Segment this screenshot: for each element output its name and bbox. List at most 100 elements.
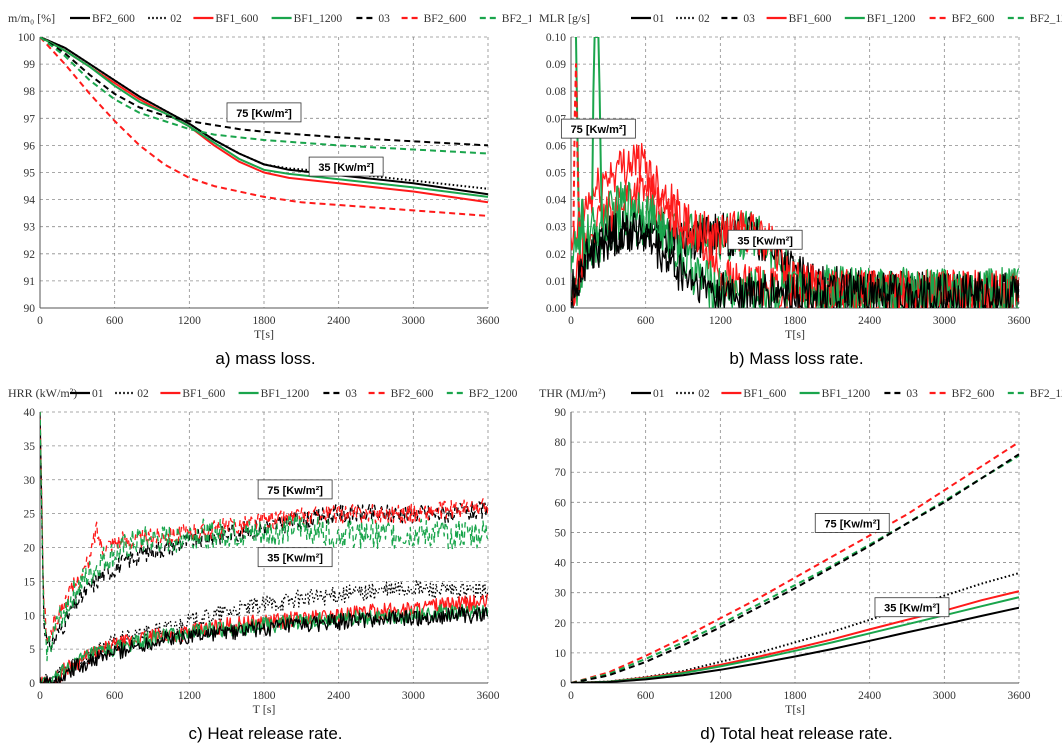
legend-label: BF2_1200 (1030, 13, 1062, 25)
annotation-label: 75 [Kw/m²] (236, 108, 292, 120)
y-tick-label: 0.10 (546, 32, 566, 44)
panel-mass-loss-rate: 0.00 0.01 0.02 0.03 0.04 0.05 0.06 0.07 0.08 0.09… (531, 0, 1062, 375)
y-tick-label: 98 (24, 86, 36, 98)
x-tick-label: 3000 (933, 315, 956, 327)
annotation-box (308, 156, 384, 177)
y-axis-label: m/m₀ [%] (8, 11, 55, 25)
y-tick-label: 20 (24, 543, 36, 555)
legend-label: 01 (653, 13, 665, 25)
x-axis-label: T[s] (785, 327, 805, 341)
x-tick-label: 600 (637, 315, 655, 327)
x-tick-label: 2400 (858, 690, 881, 702)
x-tick-label: 1200 (178, 315, 201, 327)
chart-mass-loss: 90 91 92 93 94 95 96 97 98 99 100 0 600 1200 1800 2400 3… (8, 11, 531, 341)
y-tick-label: 15 (24, 576, 36, 588)
x-tick-label: 600 (637, 690, 655, 702)
caption-heat-release-rate: c) Heat release rate. (188, 724, 343, 743)
annotation-label: 75 [Kw/m²] (267, 485, 323, 497)
series-line (40, 37, 488, 155)
series-line (40, 37, 488, 198)
y-tick-label: 97 (24, 113, 36, 125)
series-line (571, 454, 1019, 683)
x-axis-label: T[s] (785, 702, 805, 716)
y-tick-label: 0.09 (546, 59, 566, 71)
legend-label: 02 (698, 13, 710, 25)
x-tick-label: 1200 (709, 690, 732, 702)
legend: 01 02 BF1_600 BF1_1200 03 BF2_600 BF2_1200 (70, 388, 518, 400)
legend-label: 03 (906, 388, 918, 400)
x-tick-label: 1800 (784, 315, 807, 327)
caption-total-heat-release: d) Total heat release rate. (700, 724, 893, 743)
panel-mass-loss: 90 91 92 93 94 95 96 97 98 99 100 0 600 1200 1800 2400 3… (0, 0, 531, 375)
legend-label: BF2_600 (424, 13, 467, 25)
y-tick-label: 50 (555, 527, 567, 539)
series-line (571, 441, 1019, 683)
y-tick-label: 91 (24, 276, 36, 288)
legend-label: 02 (137, 388, 149, 400)
y-tick-label: 70 (555, 467, 567, 479)
legend-label: 01 (92, 388, 104, 400)
annotation-box (226, 102, 302, 123)
annotation-box (874, 597, 950, 618)
y-tick-label: 92 (24, 249, 36, 261)
legend-label: 02 (170, 13, 182, 25)
y-tick-label: 0.02 (546, 249, 566, 261)
y-tick-label: 95 (24, 168, 36, 180)
x-tick-label: 2400 (858, 315, 881, 327)
legend-label: 03 (345, 388, 357, 400)
y-tick-label: 0.06 (546, 140, 566, 152)
x-tick-label: 2400 (327, 315, 350, 327)
y-tick-label: 20 (555, 618, 567, 630)
y-tick-label: 80 (555, 437, 567, 449)
x-tick-label: 0 (568, 315, 574, 327)
y-tick-label: 30 (555, 588, 567, 600)
y-axis-label: THR (MJ/m²) (539, 386, 606, 400)
x-tick-label: 3600 (1008, 315, 1031, 327)
y-tick-label: 100 (18, 32, 36, 44)
legend-label: BF2_600 (391, 388, 434, 400)
annotation-box (814, 513, 890, 533)
y-tick-label: 90 (24, 303, 36, 315)
series-line (40, 606, 488, 683)
y-tick-label: 90 (555, 407, 567, 419)
y-tick-label: 94 (24, 195, 36, 207)
y-tick-label: 10 (555, 648, 567, 660)
legend-label: 02 (698, 388, 710, 400)
legend-label: BF1_1200 (294, 13, 343, 25)
y-tick-label: 40 (24, 407, 36, 419)
series-line (571, 606, 1019, 683)
x-tick-label: 1200 (178, 690, 201, 702)
y-tick-label: 35 (24, 441, 36, 453)
annotation-label: 75 [Kw/m²] (571, 124, 627, 136)
y-tick-label: 0.00 (546, 303, 566, 315)
legend-label: 01 (653, 388, 665, 400)
annotation-label: 35 [Kw/m²] (318, 162, 374, 174)
series-line (40, 412, 488, 662)
legend-label: BF2_600 (92, 13, 135, 25)
legend-label: BF2_1200 (469, 388, 518, 400)
series-line (571, 572, 1019, 683)
legend-label: BF1_600 (182, 388, 225, 400)
legend: BF2_600 02 BF1_600 BF1_1200 03 BF2_600 BF2_120… (70, 13, 531, 25)
x-tick-label: 600 (106, 315, 124, 327)
series-line (591, 37, 604, 227)
legend-label: BF2_1200 (1030, 388, 1062, 400)
x-axis-label: T[s] (254, 327, 274, 341)
y-tick-label: 0.03 (546, 222, 566, 234)
legend-label: BF1_1200 (822, 388, 871, 400)
y-tick-label: 60 (555, 497, 567, 509)
series-line (40, 37, 488, 217)
y-tick-label: 30 (24, 475, 36, 487)
legend-label: BF2_600 (952, 388, 995, 400)
y-tick-label: 0.04 (546, 195, 566, 207)
x-tick-label: 1800 (253, 315, 276, 327)
y-tick-label: 5 (29, 644, 35, 656)
x-tick-label: 3600 (477, 690, 500, 702)
y-tick-label: 25 (24, 509, 36, 521)
y-tick-label: 99 (24, 59, 36, 71)
series-group (571, 37, 1019, 308)
legend-label: 03 (378, 13, 390, 25)
x-tick-label: 0 (568, 690, 574, 702)
legend-label: BF2_600 (952, 13, 995, 25)
